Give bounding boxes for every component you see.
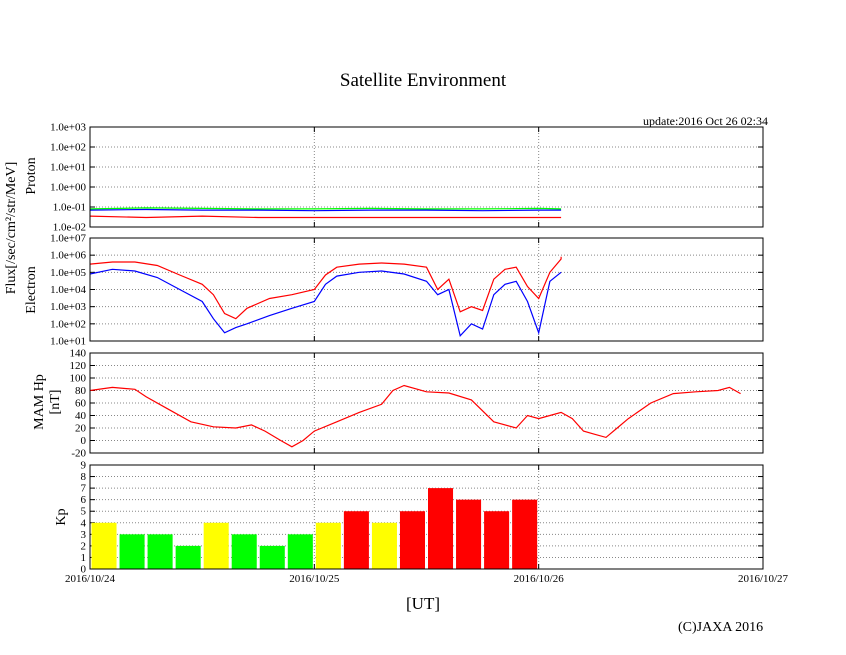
kp-ytick-label: 2 [81, 540, 87, 552]
mam-hp-ytick-label: 0 [81, 435, 87, 447]
kp-bar-2 [119, 534, 145, 569]
kp-bar-12 [399, 511, 425, 569]
proton-series-line-0 [89, 207, 562, 210]
kp-bar-11 [371, 522, 397, 569]
mam-hp-ytick-label: 100 [70, 373, 87, 385]
electron-ytick-label: 1.0e+07 [50, 233, 86, 245]
kp-bar-13 [428, 488, 454, 569]
kp-bar-3 [147, 534, 173, 569]
kp-ytick-label: 6 [81, 494, 87, 506]
kp-bar-15 [484, 511, 510, 569]
kp-bar-10 [343, 511, 369, 569]
electron-frame [89, 237, 764, 342]
x-tick-label: 2016/10/25 [289, 573, 340, 585]
proton-ytick-label: 1.0e-01 [53, 202, 86, 214]
electron-ylabel: Electron [24, 266, 39, 313]
proton-ytick-label: 1.0e+03 [50, 122, 86, 134]
electron-ytick-label: 1.0e+03 [50, 301, 86, 313]
kp-ytick-label: 1 [81, 552, 87, 564]
kp-bar-8 [287, 534, 313, 569]
copyright-notice: (C)JAXA 2016 [678, 620, 764, 635]
electron-ytick-label: 1.0e+06 [50, 250, 86, 262]
kp-bar-6 [231, 534, 257, 569]
kp-bar-9 [315, 522, 341, 569]
electron-series-line-1 [89, 268, 562, 338]
mam-hp-unit: [nT] [48, 390, 63, 415]
kp-ylabel: Kp [54, 508, 69, 525]
proton-series-line-1 [89, 208, 562, 212]
mam-hp-ytick-label: 40 [75, 410, 87, 422]
x-tick-label: 2016/10/24 [65, 573, 116, 585]
mam-hp-ytick-label: 140 [70, 348, 87, 360]
mam-hp-series-line-0 [89, 384, 741, 448]
proton-frame [89, 126, 764, 228]
electron-series-line-0 [89, 256, 562, 320]
kp-bar-4 [175, 545, 201, 569]
mam-hp-ytick-label: 60 [75, 398, 87, 410]
x-tick-label: 2016/10/27 [738, 573, 789, 585]
electron-ytick-label: 1.0e+02 [50, 318, 86, 330]
kp-bar-14 [456, 499, 482, 569]
kp-ytick-label: 9 [81, 460, 87, 472]
proton-ytick-label: 1.0e+00 [50, 182, 86, 194]
proton-ytick-label: 1.0e+01 [50, 162, 86, 174]
kp-bar-7 [259, 545, 285, 569]
kp-ytick-label: 0 [81, 564, 87, 576]
electron-ytick-label: 1.0e+01 [50, 336, 86, 348]
mam-hp-frame [89, 352, 764, 454]
mam-hp-ytick-label: 120 [70, 360, 87, 372]
flux-ylabel: Flux[/sec/cm²/str/MeV] [4, 162, 19, 295]
chart-title: Satellite Environment [339, 70, 507, 91]
electron-ytick-label: 1.0e+04 [50, 284, 86, 296]
kp-bar-1 [91, 522, 117, 569]
x-tick-label: 2016/10/26 [514, 573, 565, 585]
kp-ytick-label: 4 [81, 517, 87, 529]
kp-ytick-label: 3 [81, 529, 87, 541]
x-axis-unit: [UT] [406, 594, 440, 613]
kp-ytick-label: 7 [81, 483, 87, 495]
kp-bar-5 [203, 522, 229, 569]
mam-hp-ylabel: MAM Hp [32, 374, 47, 430]
kp-ytick-label: 8 [81, 471, 87, 483]
kp-bar-16 [512, 499, 538, 569]
proton-series-line-2 [89, 215, 562, 219]
update-timestamp: update:2016 Oct 26 02:34 [643, 114, 768, 128]
mam-hp-ytick-label: 80 [75, 385, 87, 397]
electron-ytick-label: 1.0e+05 [50, 267, 86, 279]
mam-hp-ytick-label: -20 [71, 448, 86, 460]
proton-ylabel: Proton [24, 157, 39, 194]
kp-frame [89, 464, 764, 570]
proton-ytick-label: 1.0e+02 [50, 142, 86, 154]
proton-ytick-label: 1.0e-02 [53, 222, 86, 234]
kp-ytick-label: 5 [81, 506, 87, 518]
mam-hp-ytick-label: 20 [75, 423, 87, 435]
